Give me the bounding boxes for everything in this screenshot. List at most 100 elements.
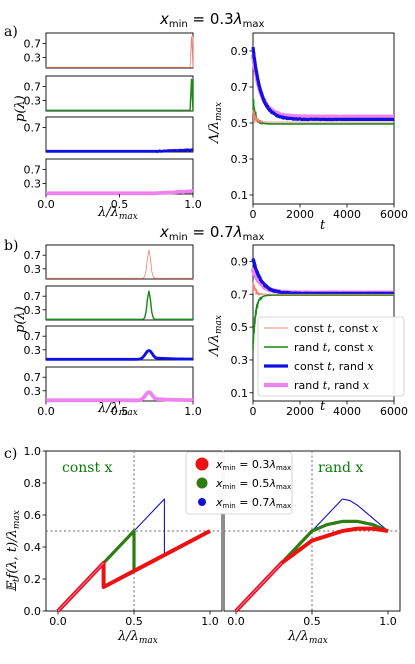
a-right-xtick-0: 0 xyxy=(250,208,257,221)
a-right-series-3 xyxy=(250,53,396,119)
legend-c-label-0: xmin = 0.3λmax xyxy=(215,458,291,472)
a-right-ytick-4: 0.9 xyxy=(231,45,249,58)
c-ytick-0: 0.0 xyxy=(24,605,42,618)
c-left-diag xyxy=(57,562,104,612)
a-left-ytick-1-1: 0.7 xyxy=(24,81,42,94)
b-right-ytick-0: 0.1 xyxy=(231,387,249,400)
c-right-xtick-2: 1.0 xyxy=(379,615,397,628)
panel-label-a: a) xyxy=(4,24,18,40)
header-a: xmin = 0.3λmax xyxy=(159,10,264,30)
c-ytick-4: 0.8 xyxy=(24,477,42,490)
b-left-ytick-1-1: 0.7 xyxy=(24,290,42,303)
ylabel-a-left: p(λ) xyxy=(13,95,28,122)
chart-b-left: 0.30.70.30.70.30.70.30.70.0 0.5 1.0 xyxy=(24,244,202,418)
xlabel-a-left: λ/λmax xyxy=(97,205,138,222)
a-right-ytick-2: 0.5 xyxy=(231,117,249,130)
b-right-series-2 xyxy=(251,257,395,296)
b-left-xtick-0: 0.0 xyxy=(37,405,55,418)
b-left-ytick-2-1: 0.7 xyxy=(24,330,42,343)
b-left-subplot-0 xyxy=(45,244,194,280)
b-right-xtick-3: 6000 xyxy=(380,405,408,418)
a-right-ytick-3: 0.7 xyxy=(231,81,249,94)
a-left-xtick-0: 0.0 xyxy=(37,198,55,211)
a-left-subplot-0 xyxy=(45,32,194,69)
a-left-curve-0 xyxy=(46,36,194,68)
a-left-ytick-1-0: 0.3 xyxy=(24,95,42,108)
xlabel-c-right: λ/λmax xyxy=(287,629,328,646)
b-left-ytick-0-1: 0.7 xyxy=(24,249,42,262)
chart-a-right: 0 2000 4000 6000 0.1 0.3 0.5 0.7 0.9 xyxy=(231,32,408,221)
c-right-diag xyxy=(235,562,282,612)
b-left-curve-3 xyxy=(45,390,194,403)
b-right-xtick-0: 0 xyxy=(250,405,257,418)
chart-b-right: 0 2000 4000 6000 0.1 0.3 0.5 0.7 0.9 const t, con… xyxy=(231,244,408,418)
panel-label-b: b) xyxy=(4,238,18,254)
ylabel-b-left: p(λ) xyxy=(13,306,28,333)
a-left-subplot-3 xyxy=(45,158,194,195)
legend-c-label-2: xmin = 0.7λmax xyxy=(215,496,291,510)
panel-label-c: c) xyxy=(4,446,17,462)
a-left-ytick-3-0: 0.3 xyxy=(24,178,42,191)
a-left-ytick-2-0: 0.7 xyxy=(24,122,42,135)
a-left-ytick-0-0: 0.3 xyxy=(24,52,42,65)
chart-a-left: 0.30.70.30.70.70.30.70.0 0.5 1.0 xyxy=(24,32,202,211)
b-right-ytick-3: 0.7 xyxy=(231,288,249,301)
legend-ab-label-2: const t, rand x xyxy=(294,360,374,373)
b-left-curve-0 xyxy=(46,249,193,279)
b-right-ytick-2: 0.5 xyxy=(231,321,249,334)
b-right-series-1 xyxy=(252,294,394,351)
b-left-xtick-1: 0.5 xyxy=(111,405,129,418)
a-left-ytick-3-1: 0.7 xyxy=(24,164,42,177)
b-left-subplot-3 xyxy=(45,366,194,402)
annotation-const-x: const x xyxy=(62,460,113,476)
a-right-series-2 xyxy=(251,46,395,122)
chart-c: 0.0 0.5 1.0 0.0 0.2 0.4 0.6 0.8 1.0 0.0 0.5 1.0 xmin… xyxy=(24,445,401,628)
a-left-xtick-1: 0.5 xyxy=(111,198,129,211)
c-ytick-2: 0.4 xyxy=(24,541,42,554)
legend-c-label-1: xmin = 0.5λmax xyxy=(215,477,291,491)
legend-c xyxy=(185,451,293,515)
c-right-xtick-0: 0.0 xyxy=(227,615,245,628)
annotation-rand-x: rand x xyxy=(318,460,363,476)
a-right-ytick-0: 0.1 xyxy=(231,189,249,202)
b-right-ytick-4: 0.9 xyxy=(231,255,249,268)
b-right-series-0 xyxy=(252,280,394,296)
a-left-curve-2 xyxy=(46,148,194,154)
c-ytick-5: 1.0 xyxy=(24,445,42,458)
c-left-xtick-0: 0.0 xyxy=(49,615,67,628)
b-left-curve-1 xyxy=(46,290,193,321)
c-left-xtick-1: 0.5 xyxy=(125,615,143,628)
c-right-xtick-1: 0.5 xyxy=(303,615,321,628)
a-left-subplot-1 xyxy=(45,75,194,112)
b-left-subplot-1 xyxy=(45,285,194,321)
a-left-ytick-0-1: 0.7 xyxy=(24,38,42,51)
legend-c-marker-2 xyxy=(198,498,206,506)
c-left-xtick-2: 1.0 xyxy=(201,615,219,628)
legend-c-marker-0 xyxy=(195,457,209,471)
a-right-xtick-3: 6000 xyxy=(380,208,408,221)
c-right-curve-1 xyxy=(234,519,389,613)
a-right-series-1 xyxy=(252,97,394,125)
c-ytick-1: 0.2 xyxy=(24,573,42,586)
a-right-series-0 xyxy=(252,109,394,124)
a-right-xtick-2: 4000 xyxy=(333,208,361,221)
b-left-curve-2 xyxy=(46,349,194,361)
a-right-xtick-1: 2000 xyxy=(286,208,314,221)
ylabel-b-right: Λ/λmax xyxy=(207,315,224,357)
legend-ab xyxy=(257,316,405,397)
b-left-xtick-2: 1.0 xyxy=(184,405,202,418)
xlabel-a-right: t xyxy=(320,218,326,233)
b-left-ytick-3-1: 0.7 xyxy=(24,371,42,384)
ylabel-a-right: Λ/λmax xyxy=(207,102,224,144)
b-right-xtick-2: 4000 xyxy=(333,405,361,418)
legend-ab-label-0: const t, const x xyxy=(294,322,379,335)
legend-ab-label-1: rand t, const x xyxy=(294,341,374,354)
header-b: xmin = 0.7λmax xyxy=(159,223,264,243)
b-left-subplot-2 xyxy=(45,325,194,361)
a-left-curve-1 xyxy=(46,78,194,112)
legend-ab-label-3: rand t, rand x xyxy=(294,379,370,392)
b-left-ytick-2-0: 0.3 xyxy=(24,344,42,357)
b-right-ytick-1: 0.3 xyxy=(231,354,249,367)
a-left-curve-3 xyxy=(45,189,194,196)
